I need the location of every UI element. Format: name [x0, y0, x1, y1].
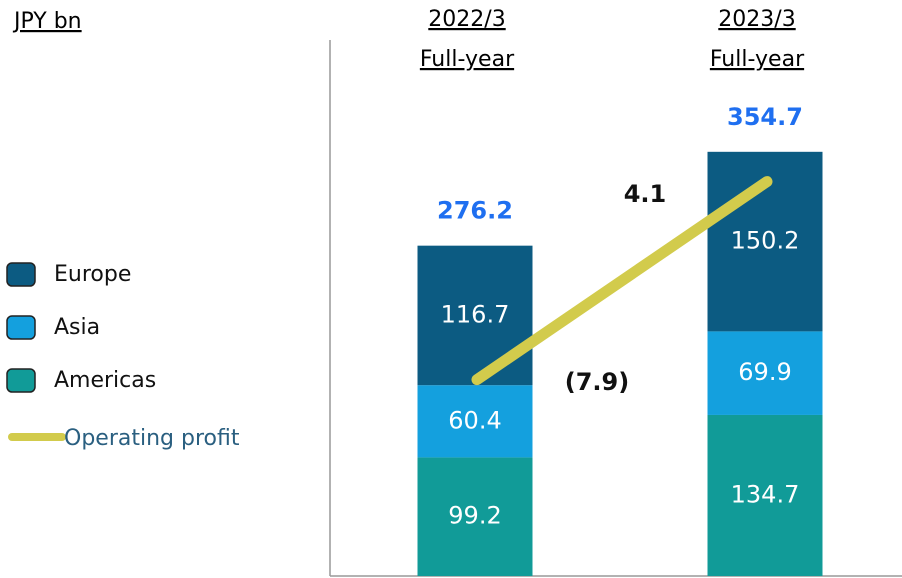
legend-label: Operating profit: [64, 426, 240, 451]
bar-segment: [707, 331, 823, 415]
x-tick-label: 2022/3: [428, 7, 505, 32]
data-label: 69.9: [738, 358, 791, 386]
legend-label: Europe: [54, 262, 131, 287]
unit-label: JPY bn: [12, 9, 82, 34]
data-label: 150.2: [731, 227, 800, 255]
legend-label: Asia: [54, 315, 100, 340]
bar-segment: [417, 245, 533, 386]
data-label: 99.2: [448, 502, 501, 530]
line: [471, 176, 773, 386]
line-value-label: 4.1: [624, 180, 667, 208]
x-tick-label: 2023/3: [718, 7, 795, 32]
x-tick-sublabel: Full-year: [420, 47, 515, 72]
line-value-label: (7.9): [565, 368, 629, 396]
bar-segment: [417, 385, 533, 458]
data-label: 116.7: [441, 300, 510, 328]
legend-label: Americas: [54, 368, 156, 393]
total-label: 276.2: [437, 197, 513, 225]
legend-swatch: [6, 262, 36, 287]
data-label: 60.4: [448, 406, 501, 434]
bar-segment: [707, 414, 823, 576]
total-label: 354.7: [727, 103, 803, 131]
legend-swatch: [6, 315, 36, 340]
legend-swatch: [6, 368, 36, 393]
x-tick-sublabel: Full-year: [710, 47, 805, 72]
bar-segment: [417, 457, 533, 576]
data-label: 134.7: [731, 480, 800, 508]
